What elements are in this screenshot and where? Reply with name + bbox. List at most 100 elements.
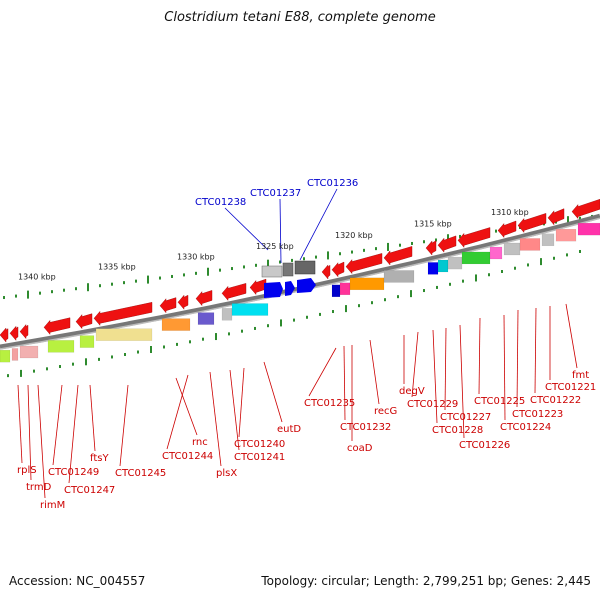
inner-minor-tick (371, 301, 373, 305)
inner-minor-tick (553, 256, 555, 260)
inner-minor-tick (137, 350, 139, 354)
minor-tick (399, 243, 401, 247)
reverse-leader-line (263, 361, 283, 423)
minor-tick (495, 229, 497, 233)
inner-minor-tick (306, 315, 308, 319)
position-label: 1315 kbp (414, 220, 452, 229)
reverse-gene-label: CTC01229 (407, 399, 458, 410)
reverse-gene-label: CTC01232 (340, 422, 391, 433)
reverse-gene-label: CTC01235 (304, 398, 355, 409)
inner-major-tick (475, 274, 477, 282)
minor-tick (411, 241, 413, 245)
reverse-leader-line (52, 384, 63, 466)
minor-tick (459, 234, 461, 238)
reverse-gene-label: CTC01241 (234, 452, 285, 463)
reverse-leader-line (459, 324, 465, 439)
minor-tick (99, 284, 101, 288)
inner-minor-tick (488, 273, 490, 277)
annotation-box (161, 318, 191, 331)
reverse-gene-arrow (9, 325, 19, 341)
inner-major-tick (150, 346, 152, 354)
annotation-box (95, 328, 153, 341)
reverse-leader-line (17, 384, 23, 464)
minor-tick (15, 294, 17, 298)
inner-major-tick (215, 333, 217, 341)
annotation-box (519, 238, 541, 251)
inner-major-tick (540, 258, 542, 266)
reverse-leader-line (238, 367, 245, 438)
reverse-leader-line (229, 369, 240, 451)
inner-minor-tick (397, 295, 399, 299)
reverse-leader-line (444, 327, 447, 411)
position-ticks (3, 214, 593, 378)
inner-minor-tick (267, 324, 269, 328)
annotation-box (489, 246, 503, 260)
reverse-gene-label: CTC01225 (474, 396, 525, 407)
gene-labels: CTC01238 CTC01237 CTC01236 rplS trmD rimM CTC0… (17, 178, 596, 511)
inner-minor-tick (449, 282, 451, 286)
inner-major-tick (410, 290, 412, 298)
reverse-gene-arrow (331, 261, 345, 278)
annotation-box (437, 259, 449, 273)
major-tick (207, 267, 209, 276)
minor-tick (423, 240, 425, 244)
reverse-gene-arrow (195, 290, 213, 307)
topology-text: Topology: circular; Length: 2,799,251 bp… (261, 574, 591, 588)
reverse-gene-label: CTC01240 (234, 439, 285, 450)
reverse-gene-label: plsX (216, 468, 237, 479)
annotation-box (11, 348, 19, 361)
reverse-gene-arrow (571, 198, 600, 220)
position-labels: 1340 kbp 1335 kbp 1330 kbp 1325 kbp 1320 kbp… (18, 208, 529, 281)
annotation-box (349, 277, 385, 291)
reverse-leader-line (37, 384, 46, 499)
major-tick (87, 283, 89, 292)
reverse-leader-line (369, 339, 380, 405)
forward-gene-label: CTC01236 (307, 178, 358, 189)
major-tick (147, 275, 149, 284)
annotation-box (79, 335, 95, 348)
inner-minor-tick (124, 353, 126, 356)
minor-tick (171, 274, 173, 278)
reverse-gene-arrow (547, 208, 565, 226)
major-tick (27, 290, 29, 299)
reverse-gene-label: rplS (17, 465, 37, 476)
reverse-gene-label: CTC01247 (64, 485, 115, 496)
inner-minor-tick (358, 304, 360, 308)
inner-minor-tick (254, 326, 256, 330)
annotation-box (19, 345, 39, 359)
reverse-gene-label: degV (399, 386, 425, 397)
reverse-leader-line (565, 303, 578, 369)
minor-tick (183, 273, 185, 277)
reverse-gene-label: trmD (26, 482, 52, 493)
reverse-leader-line (343, 345, 346, 421)
reverse-gene-label: CTC01245 (115, 468, 166, 479)
position-label: 1325 kbp (256, 242, 294, 251)
reverse-gene-label: rnc (192, 437, 208, 448)
inner-minor-tick (293, 318, 295, 322)
annotation-box (47, 340, 75, 353)
minor-tick (279, 260, 281, 264)
reverse-gene-label: CTC01221 (545, 382, 596, 393)
position-label: 1320 kbp (335, 231, 373, 240)
forward-gene-arrow (264, 282, 283, 298)
annotation-box (0, 349, 11, 363)
major-tick (267, 259, 269, 268)
minor-tick (435, 238, 437, 242)
major-tick (447, 234, 449, 243)
position-label: 1330 kbp (177, 252, 215, 261)
inner-minor-tick (501, 269, 503, 273)
reverse-leader-line (68, 384, 79, 484)
minor-tick (159, 276, 161, 280)
annotation-box (331, 284, 341, 298)
reverse-gene-arrow (425, 240, 437, 256)
reverse-leader-line (27, 384, 32, 481)
minor-tick (291, 258, 293, 262)
inner-minor-tick (7, 374, 9, 378)
minor-tick (363, 248, 365, 252)
forward-bar (294, 260, 316, 275)
forward-leader-line (224, 207, 269, 251)
annotation-box (541, 233, 555, 247)
reverse-gene-label: CTC01226 (459, 440, 510, 451)
annotation-box (221, 308, 233, 321)
